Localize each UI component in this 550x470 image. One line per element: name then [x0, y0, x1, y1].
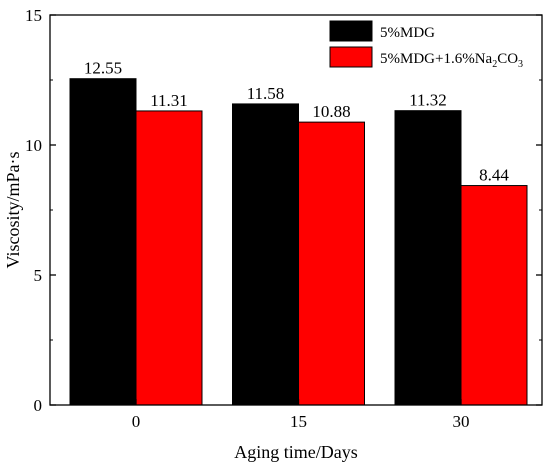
x-axis-label: Aging time/Days: [234, 442, 358, 462]
bar-value-label: 11.58: [247, 84, 285, 103]
y-axis-label: Viscosity/mPa·s: [3, 152, 23, 269]
legend-label: 5%MDG+1.6%Na2CO3: [380, 51, 523, 70]
bar-mdg-15: [232, 103, 299, 406]
y-tick-label: 5: [34, 266, 43, 285]
bar-mdg-na2co3-0: [135, 110, 203, 406]
bar-value-label: 11.32: [409, 91, 447, 110]
y-tick-label: 10: [25, 136, 42, 155]
y-axis: 0 5 10 15: [25, 6, 542, 415]
bar-value-label: 10.88: [312, 102, 350, 121]
legend-label: 5%MDG: [380, 25, 435, 41]
bar-labels-group: 12.55 11.58 11.32 11.31 10.88 8.44: [84, 59, 510, 185]
bars-group: [69, 78, 528, 406]
x-axis: 0 15 30: [132, 399, 470, 431]
bar-value-label: 12.55: [84, 59, 122, 78]
bar-value-label: 11.31: [150, 91, 188, 110]
bar-mdg-30: [394, 110, 462, 406]
bar-mdg-0: [69, 78, 137, 406]
legend-swatch: [329, 46, 373, 68]
x-tick-label: 30: [453, 412, 470, 431]
x-tick-label: 15: [290, 412, 307, 431]
bar-mdg-na2co3-15: [298, 121, 365, 406]
legend: 5%MDG 5%MDG+1.6%Na2CO3: [329, 20, 523, 70]
y-tick-label: 15: [25, 6, 42, 25]
y-tick-label: 0: [34, 396, 43, 415]
bar-mdg-na2co3-30: [460, 185, 528, 406]
bar-value-label: 8.44: [479, 166, 509, 185]
x-tick-label: 0: [132, 412, 141, 431]
legend-swatch: [329, 20, 373, 42]
